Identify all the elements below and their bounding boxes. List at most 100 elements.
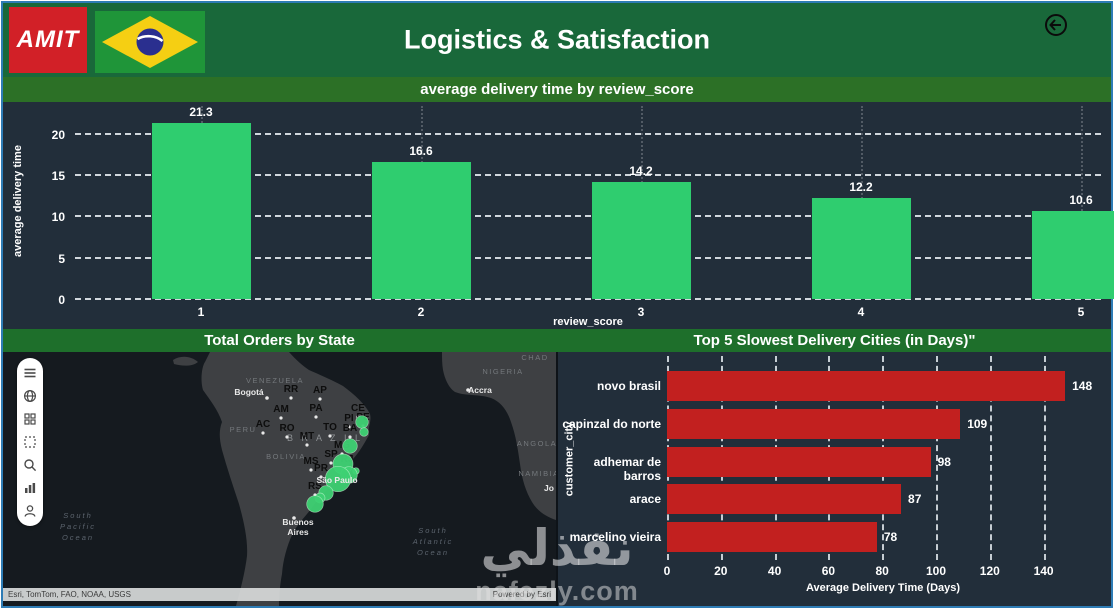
map-state-label: PI	[344, 413, 354, 424]
bar-review-2[interactable]	[371, 161, 471, 299]
bar-review-3[interactable]	[591, 181, 691, 299]
map-ocean-label: Atlantic	[412, 537, 454, 546]
map-attribution-sources: Esri, TomTom, FAO, NOAA, USGS	[8, 590, 131, 599]
map-city-label: Aires	[287, 527, 309, 537]
map-state-label: RS	[308, 481, 322, 492]
x-tick-80: 80	[875, 564, 889, 578]
bar-review-4[interactable]	[811, 198, 911, 299]
map-attribution-powered: Powered by Esri	[492, 590, 551, 599]
y-tick-10: 10	[51, 210, 65, 225]
map-state-label: RO	[280, 423, 295, 434]
select-area-icon[interactable]	[23, 435, 37, 449]
y-tick-15: 15	[51, 169, 65, 184]
bar-city[interactable]	[667, 446, 931, 477]
bar-city[interactable]	[667, 371, 1066, 401]
city-label: novo brasil	[596, 379, 661, 393]
order-bubble[interactable]	[306, 495, 324, 513]
city-chart-plot-area: 148 109 98 87 78	[667, 356, 1099, 560]
header: AMIT Logistics & Satisfaction	[3, 3, 1111, 77]
x-tick-2: 2	[417, 305, 425, 319]
y-tick-20: 20	[51, 127, 65, 142]
top-chart-plot-area: 21.3 16.6 14.2 12.2 10.6	[75, 105, 1114, 300]
gridline-x-120	[989, 356, 992, 560]
x-tick-4: 4	[857, 305, 865, 319]
x-tick-20: 20	[714, 564, 728, 578]
city-label: adhemar de barros	[593, 454, 661, 483]
x-tick-140: 140	[1033, 564, 1054, 578]
city-label: marcelino vieira	[569, 530, 661, 544]
order-bubble[interactable]	[359, 427, 369, 437]
bar-value-label: 98	[937, 454, 951, 469]
gridline-y-5	[75, 256, 1101, 259]
bar-value-label: 16.6	[409, 143, 433, 158]
state-dot	[348, 435, 352, 439]
bar-value-label: 109	[967, 416, 988, 431]
x-tick-1: 1	[197, 305, 205, 319]
map-city-label: Buenos	[282, 517, 313, 527]
map-ocean-label: South	[63, 511, 93, 520]
africa-landmass	[442, 352, 556, 520]
map-state-label: PA	[309, 403, 322, 414]
order-bubble[interactable]	[324, 465, 352, 493]
x-tick-3: 3	[637, 305, 645, 319]
state-dot	[314, 415, 318, 419]
map-region-label: ANGOLA	[517, 439, 556, 448]
city-label: arace	[629, 492, 661, 507]
bar-review-1[interactable]	[151, 123, 251, 299]
bar-value-label: 12.2	[849, 180, 873, 195]
city-dot	[292, 516, 296, 520]
top-chart-title: average delivery time by review_score	[3, 77, 1111, 102]
state-dot	[318, 397, 322, 401]
map-state-label: AC	[256, 419, 270, 430]
y-axis-title: average delivery time	[12, 144, 24, 257]
map-ocean-label: South	[418, 526, 448, 535]
map-toolbar	[17, 358, 43, 526]
chart-icon[interactable]	[23, 481, 37, 495]
bar-value-label: 10.6	[1069, 193, 1093, 208]
central-america-landmass	[173, 356, 198, 366]
bar-value-label: 14.2	[629, 163, 653, 178]
map-state-label: TO	[323, 422, 337, 433]
gridline-y-10	[75, 215, 1101, 218]
panel-divider	[556, 352, 558, 606]
state-dot	[328, 434, 332, 438]
state-dot	[279, 416, 283, 420]
order-bubble[interactable]	[355, 415, 369, 429]
map-ocean-label: Ocean	[417, 548, 449, 557]
map-state-label: RR	[284, 384, 299, 395]
x-tick-120: 120	[979, 564, 1000, 578]
map-region-label: VENEZUELA	[246, 376, 304, 385]
gridline-y-0	[75, 298, 1101, 300]
state-dot	[347, 425, 351, 429]
map-panel-title: Total Orders by State	[204, 332, 355, 349]
legend-grid-icon[interactable]	[23, 412, 37, 426]
back-icon[interactable]	[1043, 12, 1069, 38]
bar-city[interactable]	[667, 484, 902, 515]
map-state-label: MT	[300, 431, 314, 442]
user-icon[interactable]	[23, 504, 37, 518]
map-city-label: Accra	[468, 385, 492, 395]
map-region-label: BOLIVIA	[266, 452, 306, 461]
state-dot	[319, 475, 323, 479]
map-canvas[interactable]: VENEZUELA PERU B R A Z I L BOLIVIA CHAD NIGER…	[3, 352, 556, 606]
map-state-label: AM	[273, 404, 289, 415]
order-bubble[interactable]	[342, 438, 358, 454]
orders-by-state-map[interactable]: VENEZUELA PERU B R A Z I L BOLIVIA CHAD NIGER…	[3, 352, 556, 606]
bottom-row: VENEZUELA PERU B R A Z I L BOLIVIA CHAD NIGER…	[3, 352, 1111, 606]
search-icon[interactable]	[23, 458, 37, 472]
logo-text: AMIT	[16, 26, 80, 53]
gridline-x-5	[1081, 106, 1083, 299]
bar-value-label: 78	[883, 530, 898, 544]
basemap-icon[interactable]	[23, 389, 37, 403]
map-city-label: São Paulo	[316, 475, 357, 485]
bar-city[interactable]	[667, 522, 877, 552]
menu-icon[interactable]	[23, 366, 37, 380]
bar-review-5[interactable]	[1031, 211, 1114, 299]
x-axis-title: review_score	[553, 316, 623, 328]
section-title-strip: Total Orders by State Top 5 Slowest Deli…	[3, 329, 1111, 352]
map-state-label: CE	[351, 403, 365, 414]
bar-value-label: 148	[1072, 379, 1093, 393]
bar-city[interactable]	[667, 408, 961, 439]
x-tick-100: 100	[925, 564, 947, 578]
state-dot	[261, 431, 265, 435]
